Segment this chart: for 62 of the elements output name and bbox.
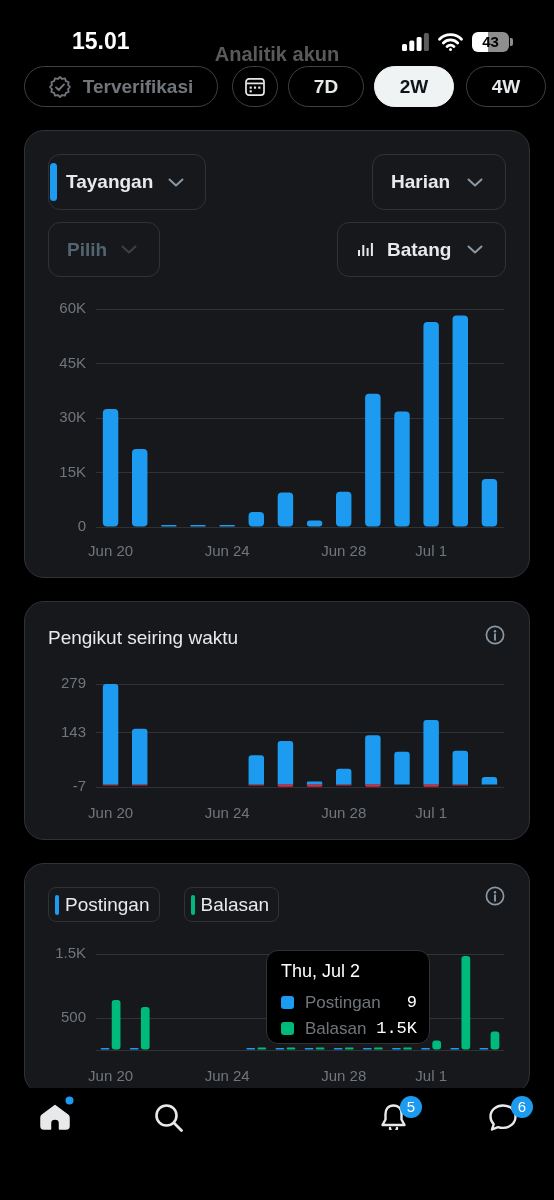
legend-label: Postingan [65,893,150,916]
text: Terverifikasi [82,75,194,98]
bar [111,1000,121,1050]
bar [335,768,352,785]
text: 2W [399,75,429,98]
y-tick-label: 279 [60,674,86,692]
bar [140,1007,150,1050]
y-tick-label: 30K [59,408,86,426]
bar [461,955,471,1050]
bar [248,755,265,785]
bar [102,684,119,785]
x-tick-label: Jun 28 [321,542,367,560]
x-tick-label: Jul 1 [415,1067,447,1085]
annotation: 1.5K [376,1019,417,1039]
x-tick-label: Jun 24 [204,542,250,560]
x-tick-label: Jun 24 [204,1067,250,1085]
y-tick-label: 143 [60,723,86,741]
x-tick-label: Jul 1 [415,804,447,822]
text: 4W [491,75,521,98]
bar [452,750,469,785]
text: 7D [313,75,339,98]
bar [481,776,498,785]
text: 15.01 [72,28,130,55]
x-tick-label: Jun 28 [321,1067,367,1085]
bar [131,728,148,785]
x-tick-label: Jun 20 [88,804,134,822]
text: Analitik akun [214,42,340,66]
bar [131,448,148,527]
bar [102,408,119,527]
bar [365,393,381,527]
bar [394,751,410,785]
y-tick-label: 15K [59,462,86,480]
legend-label: Balasan [200,893,270,916]
x-tick-label: Jun 24 [204,804,250,822]
text: Pilih [67,238,108,261]
x-tick-label: Jun 28 [321,804,367,822]
chart-title: Pengikut seiring waktu [48,627,239,649]
annotation: Balasan [305,1019,367,1039]
text: Batang [387,238,452,261]
bar [452,315,469,527]
x-tick-label: Jun 20 [88,542,134,560]
bar [277,740,294,785]
y-tick-label: -7 [72,777,86,795]
annotation: Postingan [305,993,381,1013]
x-tick-label: Jul 1 [415,542,447,560]
text: Harian [391,171,451,193]
bar [335,491,352,527]
bar [481,479,498,527]
legend-label: Tayangan [66,171,154,193]
y-tick-label: 60K [59,299,86,317]
x-tick-label: Jun 20 [88,1067,134,1085]
y-tick-label: 0 [77,517,86,535]
annotation: 9 [406,993,417,1013]
annotation: Thu, Jul 2 [281,961,361,982]
y-tick-label: 45K [59,353,86,371]
bar [423,322,439,527]
y-tick-label: 500 [60,1008,86,1026]
bar [423,720,439,785]
bar [277,492,294,527]
y-tick-label: 1.5K [55,944,86,962]
bar [365,735,381,785]
bar [394,411,410,527]
